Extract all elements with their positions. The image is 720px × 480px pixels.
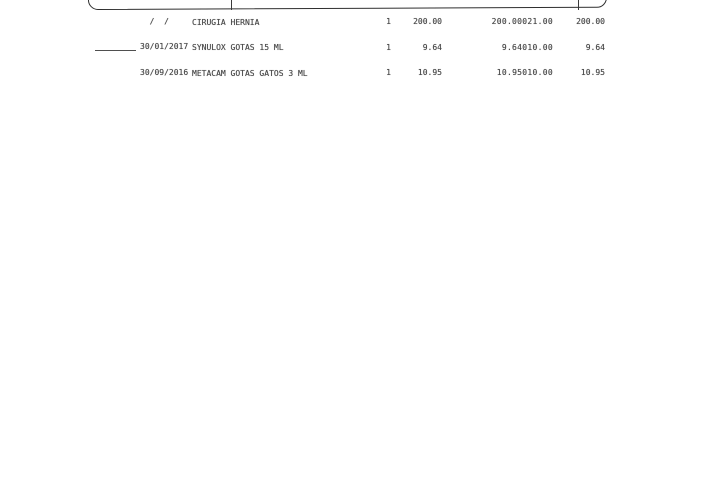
column-divider-tick xyxy=(578,0,580,10)
total-cell: 10.95 xyxy=(580,68,605,77)
amount-tax-cell: 9.64010.00 xyxy=(501,42,553,52)
column-divider-tick xyxy=(231,0,233,10)
amount-tax-cell: 10.95010.00 xyxy=(496,68,553,77)
total-cell: 200.00 xyxy=(576,17,605,26)
table-row: / / CIRUGIA HERNIA 1 200.00 200.00021.00… xyxy=(0,17,720,28)
description-cell: CIRUGIA HERNIA xyxy=(192,17,260,27)
unit-price-cell: 10.95 xyxy=(417,68,442,77)
blank-reference-line xyxy=(95,50,136,51)
amount-tax-cell: 200.00021.00 xyxy=(491,17,553,26)
total-cell: 9.64 xyxy=(585,42,605,52)
table-row: 30/01/2017 SYNULOX GOTAS 15 ML 1 9.64 9.… xyxy=(0,42,720,54)
unit-price-cell: 200.00 xyxy=(413,17,442,26)
date-cell: 30/01/2017 xyxy=(140,42,189,51)
quantity-cell: 1 xyxy=(386,42,391,52)
quantity-cell: 1 xyxy=(386,17,391,26)
quantity-cell: 1 xyxy=(386,68,391,77)
date-cell: 30/09/2016 xyxy=(140,67,189,77)
description-cell: SYNULOX GOTAS 15 ML xyxy=(192,43,284,52)
date-cell: / / xyxy=(140,16,169,26)
unit-price-cell: 9.64 xyxy=(422,42,442,52)
table-header-frame-bottom-edge xyxy=(87,0,607,10)
description-cell: METACAM GOTAS GATOS 3 ML xyxy=(192,68,308,78)
table-row: 30/09/2016 METACAM GOTAS GATOS 3 ML 1 10… xyxy=(0,68,720,79)
